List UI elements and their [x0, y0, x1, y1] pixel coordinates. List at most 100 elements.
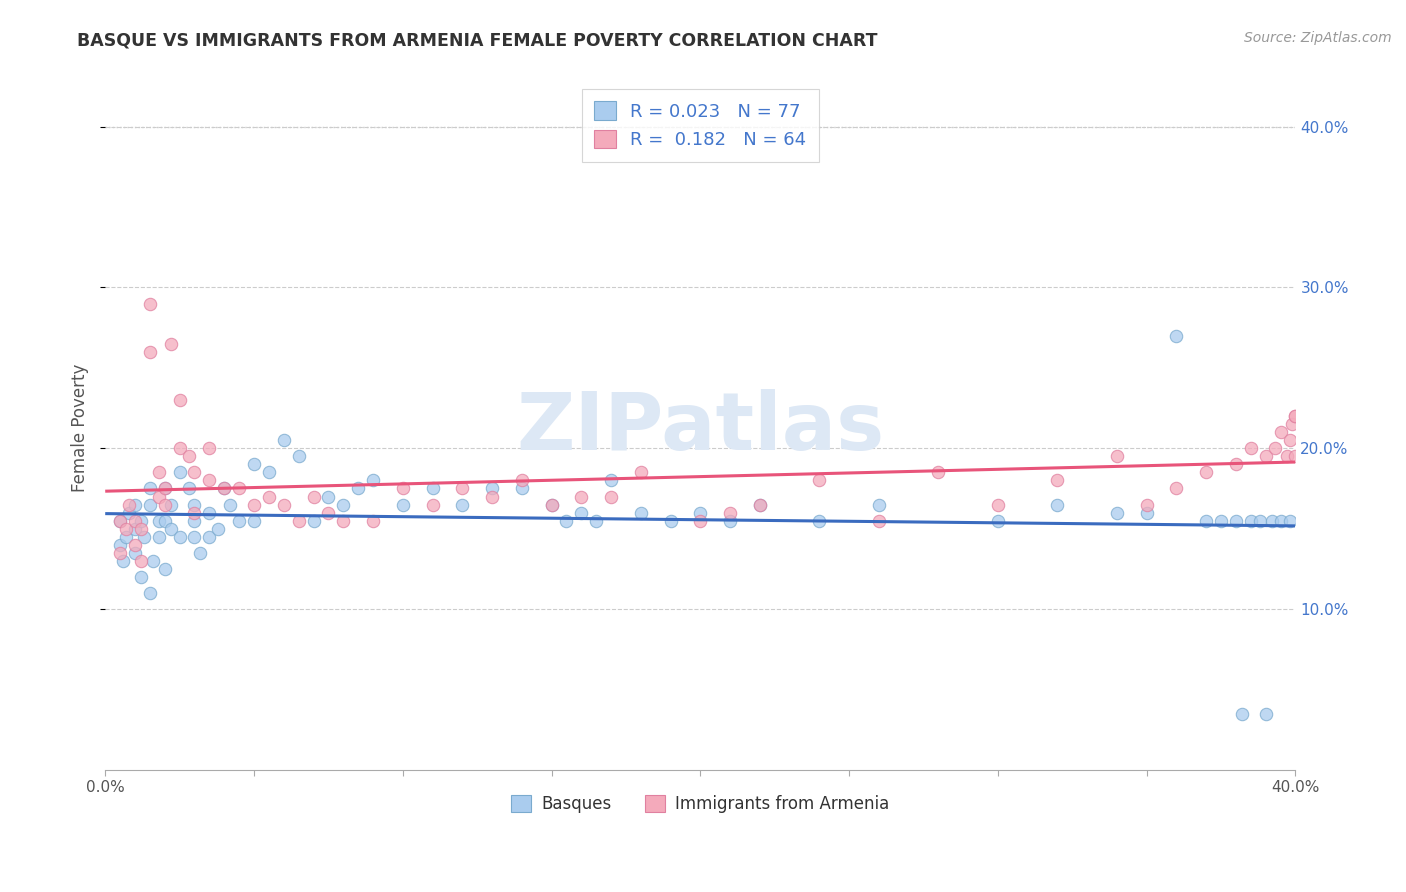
Point [129, 522, 152, 536]
Point [257, 490, 280, 504]
Point [1136, 498, 1159, 512]
Point [659, 514, 682, 528]
Point [118, 498, 141, 512]
Point [540, 498, 562, 512]
Point [139, 482, 162, 496]
Point [540, 498, 562, 512]
Point [569, 490, 592, 504]
Point [153, 562, 176, 576]
Point [139, 498, 162, 512]
Point [243, 498, 266, 512]
Point [1270, 425, 1292, 440]
Point [108, 514, 131, 528]
Point [153, 482, 176, 496]
Point [808, 474, 831, 488]
Point [1166, 328, 1188, 343]
Point [361, 474, 384, 488]
Point [451, 498, 474, 512]
Point [148, 466, 170, 480]
Point [1225, 458, 1247, 472]
Point [1136, 506, 1159, 520]
Point [481, 490, 503, 504]
Point [318, 490, 340, 504]
Point [391, 498, 413, 512]
Point [207, 522, 229, 536]
Y-axis label: Female Poverty: Female Poverty [72, 364, 89, 492]
Point [139, 344, 162, 359]
Point [153, 514, 176, 528]
Point [228, 514, 250, 528]
Point [868, 498, 890, 512]
Point [600, 490, 623, 504]
Point [148, 490, 170, 504]
Point [112, 554, 135, 568]
Point [1278, 514, 1301, 528]
Point [987, 514, 1010, 528]
Point [159, 498, 181, 512]
Point [689, 506, 711, 520]
Point [585, 514, 607, 528]
Point [332, 514, 354, 528]
Point [257, 466, 280, 480]
Point [169, 466, 191, 480]
Point [510, 474, 533, 488]
Point [1249, 514, 1271, 528]
Point [630, 466, 652, 480]
Point [600, 474, 623, 488]
Point [361, 514, 384, 528]
Point [718, 506, 741, 520]
Point [1046, 474, 1069, 488]
Point [159, 336, 181, 351]
Point [718, 514, 741, 528]
Point [1281, 417, 1303, 432]
Point [198, 506, 221, 520]
Point [183, 530, 205, 544]
Point [198, 530, 221, 544]
Point [153, 482, 176, 496]
Point [177, 482, 200, 496]
Point [169, 392, 191, 407]
Point [1284, 409, 1306, 423]
Point [190, 546, 212, 560]
Point [115, 522, 138, 536]
Point [927, 466, 949, 480]
Point [318, 506, 340, 520]
Point [273, 498, 295, 512]
Point [139, 296, 162, 310]
Point [243, 458, 266, 472]
Point [212, 482, 235, 496]
Point [422, 482, 444, 496]
Point [212, 482, 235, 496]
Point [148, 514, 170, 528]
Point [302, 490, 325, 504]
Point [183, 498, 205, 512]
Point [139, 586, 162, 600]
Point [1195, 514, 1218, 528]
Point [1105, 506, 1128, 520]
Point [555, 514, 578, 528]
Point [129, 514, 152, 528]
Point [391, 482, 413, 496]
Point [987, 498, 1010, 512]
Point [287, 450, 309, 464]
Point [868, 514, 890, 528]
Point [1284, 409, 1306, 423]
Point [689, 514, 711, 528]
Point [302, 514, 325, 528]
Point [748, 498, 770, 512]
Point [1254, 706, 1277, 721]
Point [118, 506, 141, 520]
Point [124, 546, 146, 560]
Point [1260, 514, 1282, 528]
Point [1284, 450, 1306, 464]
Point [108, 514, 131, 528]
Text: Source: ZipAtlas.com: Source: ZipAtlas.com [1244, 31, 1392, 45]
Point [1278, 434, 1301, 448]
Point [142, 554, 165, 568]
Point [748, 498, 770, 512]
Point [124, 522, 146, 536]
Point [481, 482, 503, 496]
Point [1240, 442, 1263, 456]
Point [630, 506, 652, 520]
Point [177, 450, 200, 464]
